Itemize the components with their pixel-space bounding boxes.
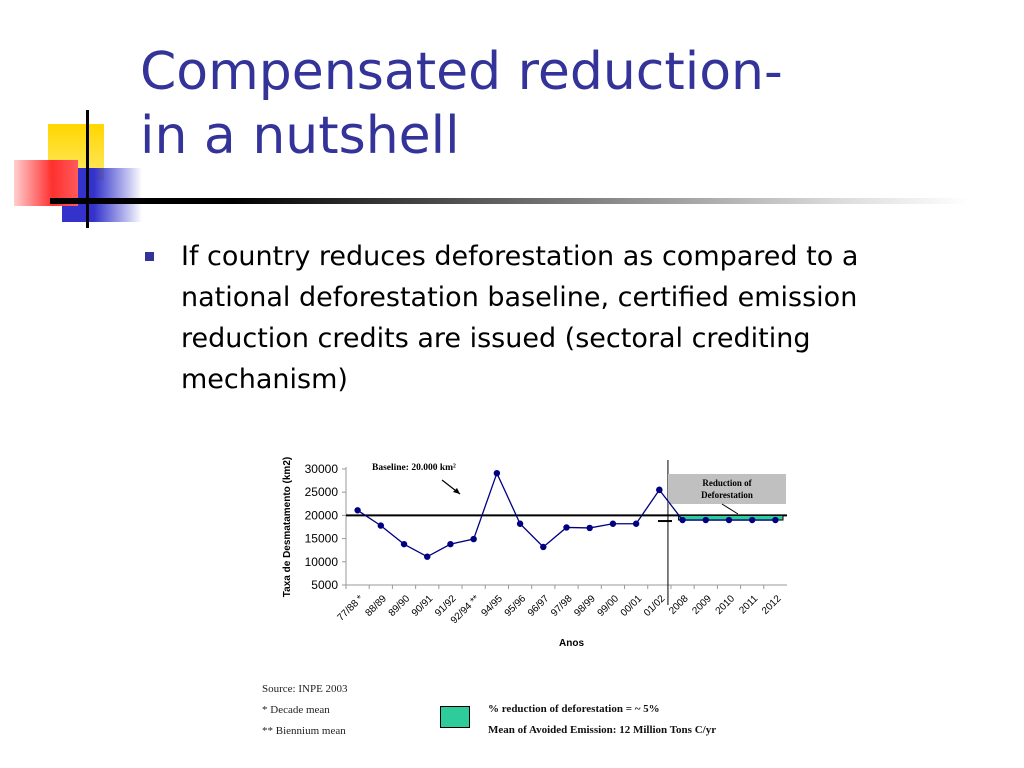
data-point: [679, 516, 686, 524]
decade-note: * Decade mean: [262, 704, 330, 716]
x-tick-label: 2010: [714, 593, 738, 617]
square-bullet-icon: [145, 252, 154, 261]
x-tick-label: 90/91: [410, 593, 436, 619]
data-point: [377, 522, 385, 529]
y-tick-label: 25000: [305, 485, 339, 499]
data-point: [447, 540, 454, 548]
y-tick-label: 10000: [305, 555, 339, 569]
x-tick-label: 89/90: [387, 593, 413, 619]
x-tick-label: 2011: [737, 593, 760, 616]
data-point: [354, 507, 361, 514]
source-note: Source: INPE 2003: [262, 683, 348, 695]
data-point: [748, 516, 756, 524]
deco-vertical-line: [86, 110, 89, 228]
x-axis-title: Anos: [559, 638, 584, 649]
y-tick-label: 15000: [305, 532, 339, 546]
reduction-callout-box: [668, 474, 786, 504]
data-point: [586, 524, 593, 532]
y-tick-label: 5000: [311, 578, 338, 592]
legend-reduction-percent: % reduction of deforestation = ~ 5%: [488, 703, 660, 715]
data-point: [656, 486, 663, 494]
data-point: [632, 520, 640, 527]
reduction-callout-pointer: [721, 503, 739, 515]
x-tick-label: 98/99: [572, 593, 598, 619]
legend-swatch: [440, 706, 470, 728]
y-tick-label: 20000: [305, 508, 339, 522]
data-point: [772, 516, 779, 524]
baseline-arrow-head: [453, 488, 460, 494]
x-tick-label: 88/89: [363, 593, 389, 619]
x-tick-label: 2012: [760, 593, 784, 617]
x-tick-label: 97/98: [549, 593, 575, 619]
plot-area: 5000 10000 15000 20000 25000 30000 77/88 *88/8…: [282, 457, 787, 649]
x-tick-label: 94/95: [480, 593, 506, 619]
reduction-callout-label-1: Reduction of: [702, 478, 752, 488]
legend-avoided-emission: Mean of Avoided Emission: 12 Million Ton…: [488, 724, 717, 736]
x-tick-label: 01/02: [642, 593, 668, 619]
data-point: [424, 553, 431, 560]
data-point: [609, 520, 617, 527]
data-point: [702, 516, 709, 524]
x-tick-label: 95/96: [503, 593, 529, 619]
x-tick-label: 2008: [667, 593, 691, 617]
y-axis-title: Taxa de Desmatamento (km2): [282, 457, 293, 597]
x-tick-label: 00/01: [619, 593, 645, 619]
x-tick-label: 2009: [690, 593, 714, 617]
x-tick-label: 77/88 *: [336, 593, 366, 623]
legend-text: % reduction of deforestation = ~ 5% Mean…: [488, 699, 716, 741]
bullet-item: If country reduces deforestation as comp…: [143, 236, 953, 400]
data-point: [400, 540, 408, 548]
title-divider: [50, 198, 970, 204]
data-point: [725, 516, 733, 524]
bullet-text: If country reduces deforestation as comp…: [181, 241, 859, 395]
deforestation-chart: 5000 10000 15000 20000 25000 30000 77/88 *88/8…: [282, 457, 787, 649]
y-tick-label: 30000: [305, 462, 339, 476]
data-point: [516, 520, 524, 527]
source-notes: Source: INPE 2003 * Decade mean ** Bienn…: [262, 679, 348, 742]
data-point: [493, 469, 501, 477]
biennium-note: ** Biennium mean: [262, 725, 346, 737]
title-line-2: in a nutshell: [140, 106, 460, 166]
x-tick-label: 96/97: [526, 593, 552, 619]
x-tick-label: 99/00: [596, 593, 622, 619]
data-point: [470, 535, 477, 543]
bullet-list: If country reduces deforestation as comp…: [143, 236, 953, 400]
baseline-label: Baseline: 20.000 km²: [372, 463, 456, 473]
series-line-0: [357, 471, 660, 558]
data-point: [563, 524, 570, 531]
title-line-1: Compensated reduction-: [140, 42, 783, 102]
reduction-callout-label-2: Deforestation: [701, 490, 753, 500]
page-title: Compensated reduction- in a nutshell: [140, 40, 783, 168]
series-line-1: [658, 489, 776, 521]
data-point: [540, 543, 547, 551]
